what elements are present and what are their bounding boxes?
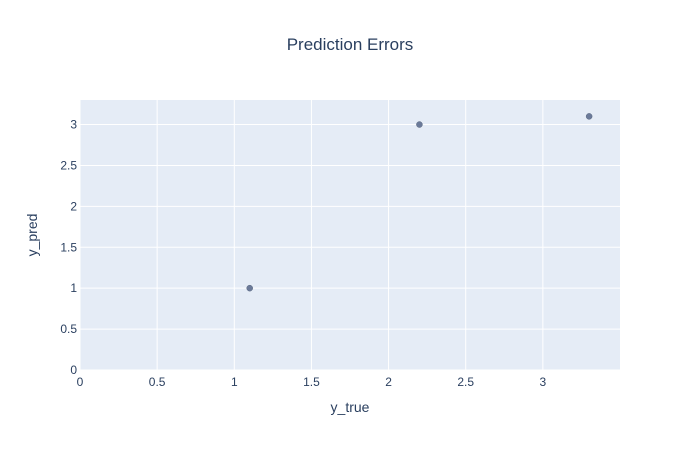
y-tick-label: 2 [70,199,77,213]
x-tick-label: 3 [540,375,547,389]
y-axis-label: y_pred [24,214,40,257]
chart-title: Prediction Errors [287,35,414,54]
x-tick-label: 1 [231,375,238,389]
y-tick-label: 1.5 [60,240,77,254]
x-tick-label: 1.5 [303,375,320,389]
x-tick-label: 0 [77,375,84,389]
data-points [246,113,593,292]
x-axis-label: y_true [331,399,370,415]
y-tick-label: 0.5 [60,322,77,336]
x-tick-label: 2.5 [457,375,474,389]
tick-labels: 0 0.5 1 1.5 2 2.5 3 0 0.5 1 1.5 2 2.5 3 [60,118,546,389]
y-tick-label: 0 [70,363,77,377]
scatter-point [416,121,423,128]
x-tick-label: 0.5 [149,375,166,389]
y-tick-label: 3 [70,118,77,132]
y-tick-label: 1 [70,281,77,295]
scatter-point [585,113,593,120]
x-tick-label: 2 [385,375,392,389]
scatter-point [246,284,253,292]
y-tick-label: 2.5 [60,158,77,172]
plot-background [80,100,620,370]
grid [79,100,620,371]
